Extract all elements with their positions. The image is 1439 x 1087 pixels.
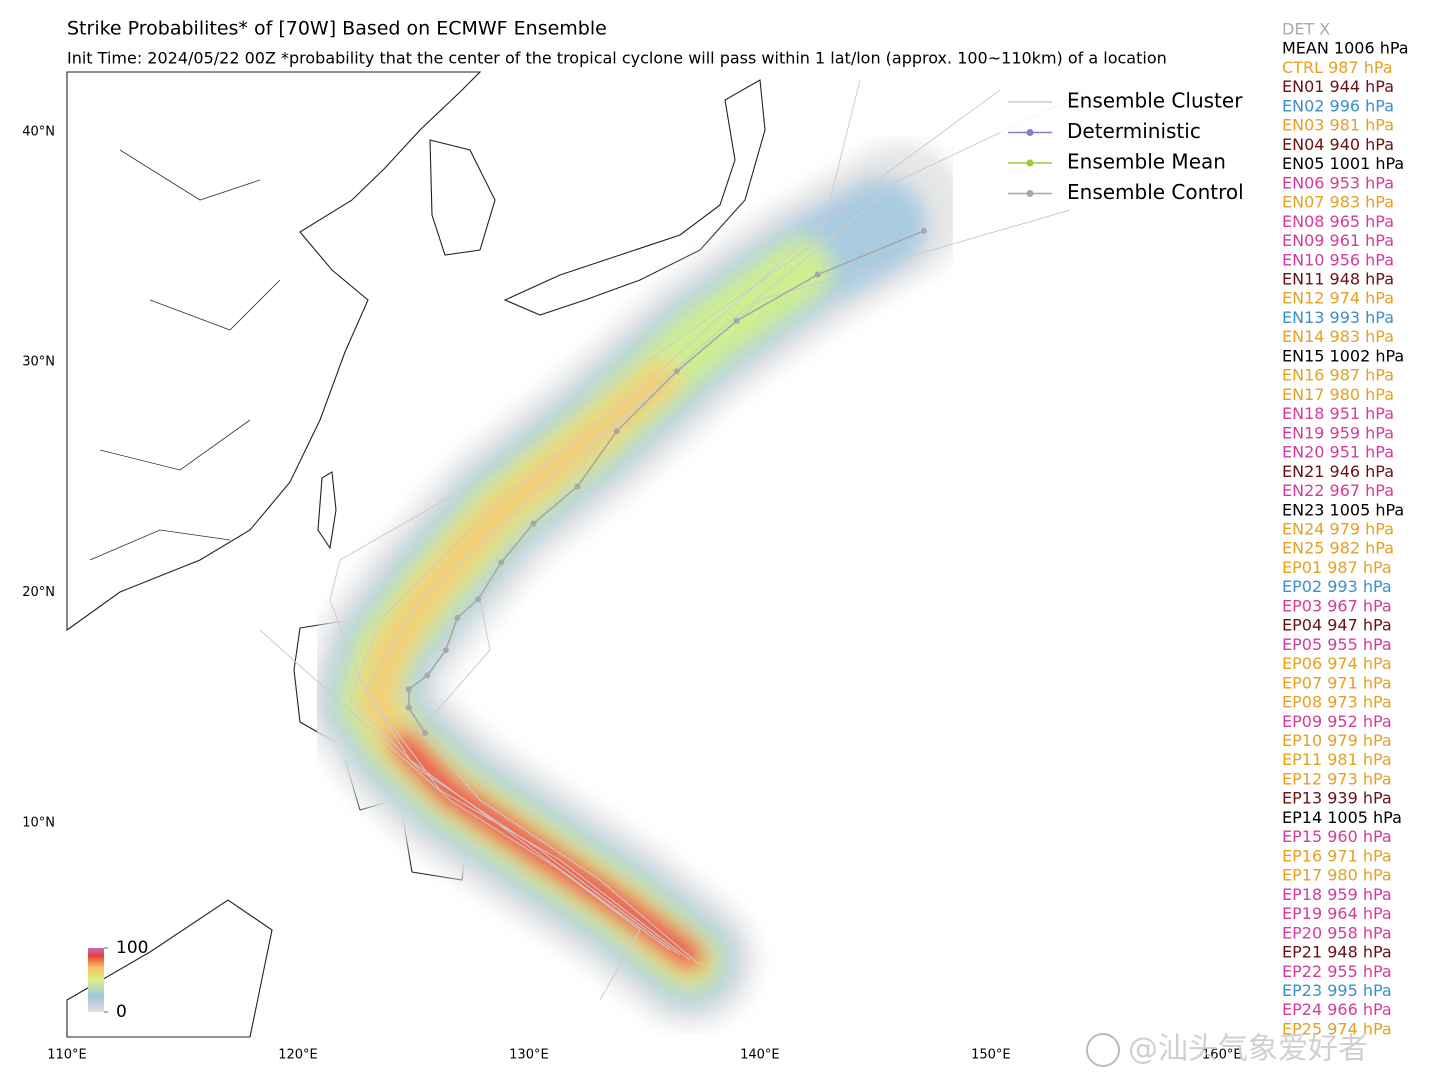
subtitle: Init Time: 2024/05/22 00Z *probability t… xyxy=(67,49,1167,68)
member-label: EP20 958 hPa xyxy=(1282,923,1392,942)
legend-label: Ensemble Mean xyxy=(1067,150,1226,174)
member-label: EN01 944 hPa xyxy=(1282,77,1394,96)
control-point xyxy=(920,227,927,234)
watermark-text: @汕头气象爱好者 xyxy=(1128,1032,1368,1067)
title: Strike Probabilites* of [70W] Based on E… xyxy=(67,18,607,40)
member-label: EP14 1005 hPa xyxy=(1282,808,1402,827)
probability-swath xyxy=(302,142,968,1028)
member-label: EP11 981 hPa xyxy=(1282,750,1392,769)
control-point xyxy=(814,271,821,278)
member-label: EN17 980 hPa xyxy=(1282,385,1394,404)
member-label: EP01 987 hPa xyxy=(1282,558,1392,577)
member-label: MEAN 1006 hPa xyxy=(1282,39,1409,58)
member-label: EP15 960 hPa xyxy=(1282,827,1392,846)
member-label: EN20 951 hPa xyxy=(1282,443,1394,462)
member-label: EP09 952 hPa xyxy=(1282,712,1392,731)
member-label: EP08 973 hPa xyxy=(1282,693,1392,712)
member-label: EP25 974 hPa xyxy=(1282,1019,1392,1038)
control-point xyxy=(454,614,461,621)
legend-marker xyxy=(1026,190,1034,197)
member-label: EP18 959 hPa xyxy=(1282,885,1392,904)
member-label: EN19 959 hPa xyxy=(1282,423,1394,442)
control-point xyxy=(405,686,412,693)
member-label: EP23 995 hPa xyxy=(1282,981,1392,1000)
member-label: EP12 973 hPa xyxy=(1282,769,1392,788)
member-label: EN08 965 hPa xyxy=(1282,212,1394,231)
member-label: EP10 979 hPa xyxy=(1282,731,1392,750)
member-label: EP05 955 hPa xyxy=(1282,635,1392,654)
member-label: CTRL 987 hPa xyxy=(1282,58,1393,77)
member-label: EN23 1005 hPa xyxy=(1282,500,1404,519)
lat-tick-label: 40°N xyxy=(22,124,55,139)
lon-tick-label: 120°E xyxy=(278,1048,318,1063)
member-label: EN16 987 hPa xyxy=(1282,366,1394,385)
member-label: EP24 966 hPa xyxy=(1282,1000,1392,1019)
member-label: EP06 974 hPa xyxy=(1282,654,1392,673)
lon-tick-label: 130°E xyxy=(509,1048,549,1063)
lon-tick-label: 140°E xyxy=(740,1048,780,1063)
colorbar xyxy=(88,948,104,1012)
member-label: EP17 980 hPa xyxy=(1282,866,1392,885)
member-label: EP04 947 hPa xyxy=(1282,616,1392,635)
lon-tick-label: 150°E xyxy=(971,1048,1011,1063)
member-label: EN02 996 hPa xyxy=(1282,96,1394,115)
legend-label: Ensemble Control xyxy=(1067,180,1244,204)
colorbar-label: 0 xyxy=(116,1002,127,1022)
watermark: @汕头气象爱好者 xyxy=(1086,1032,1368,1067)
member-label: EP13 939 hPa xyxy=(1282,789,1392,808)
control-point xyxy=(424,672,431,679)
control-point xyxy=(405,704,412,711)
member-label: EN14 983 hPa xyxy=(1282,327,1394,346)
member-label: EN07 983 hPa xyxy=(1282,193,1394,212)
member-label: EP02 993 hPa xyxy=(1282,577,1392,596)
member-label: EP21 948 hPa xyxy=(1282,943,1392,962)
member-label: EN22 967 hPa xyxy=(1282,481,1394,500)
legend-label: Deterministic xyxy=(1067,119,1201,143)
lon-tick-label: 160°E xyxy=(1202,1048,1242,1063)
legend-box xyxy=(1000,84,1262,208)
member-label: EN05 1001 hPa xyxy=(1282,154,1404,173)
member-label: EN09 961 hPa xyxy=(1282,231,1394,250)
control-point xyxy=(530,520,537,527)
member-label: EN10 956 hPa xyxy=(1282,250,1394,269)
member-label: EN03 981 hPa xyxy=(1282,116,1394,135)
control-point xyxy=(442,647,449,654)
control-point xyxy=(673,368,680,375)
member-label: EN15 1002 hPa xyxy=(1282,346,1404,365)
member-label: EN12 974 hPa xyxy=(1282,289,1394,308)
lat-tick-label: 20°N xyxy=(22,585,55,600)
control-point xyxy=(733,317,740,324)
control-point xyxy=(475,596,482,603)
legend-label: Ensemble Cluster xyxy=(1067,89,1243,113)
member-label: DET X xyxy=(1282,20,1330,39)
legend-marker xyxy=(1026,159,1034,167)
member-label: EP16 971 hPa xyxy=(1282,846,1392,865)
member-label: EN06 953 hPa xyxy=(1282,173,1394,192)
member-label: EN21 946 hPa xyxy=(1282,462,1394,481)
member-label: EN04 940 hPa xyxy=(1282,135,1394,154)
lat-tick-label: 30°N xyxy=(22,355,55,370)
member-label: EN13 993 hPa xyxy=(1282,308,1394,327)
member-label: EP07 971 hPa xyxy=(1282,673,1392,692)
control-point xyxy=(613,428,620,435)
member-label: EN11 948 hPa xyxy=(1282,269,1394,288)
member-label: EN18 951 hPa xyxy=(1282,404,1394,423)
member-label: EN25 982 hPa xyxy=(1282,539,1394,558)
lon-tick-label: 110°E xyxy=(47,1048,87,1063)
member-label: EP19 964 hPa xyxy=(1282,904,1392,923)
control-point xyxy=(574,483,581,490)
colorbar-label: 100 xyxy=(116,938,148,958)
lat-tick-label: 10°N xyxy=(22,815,55,830)
member-label: EP03 967 hPa xyxy=(1282,596,1392,615)
control-point xyxy=(421,729,428,736)
member-label: EN24 979 hPa xyxy=(1282,519,1394,538)
legend-marker xyxy=(1026,129,1034,136)
member-label: EP22 955 hPa xyxy=(1282,962,1392,981)
control-point xyxy=(498,559,505,566)
